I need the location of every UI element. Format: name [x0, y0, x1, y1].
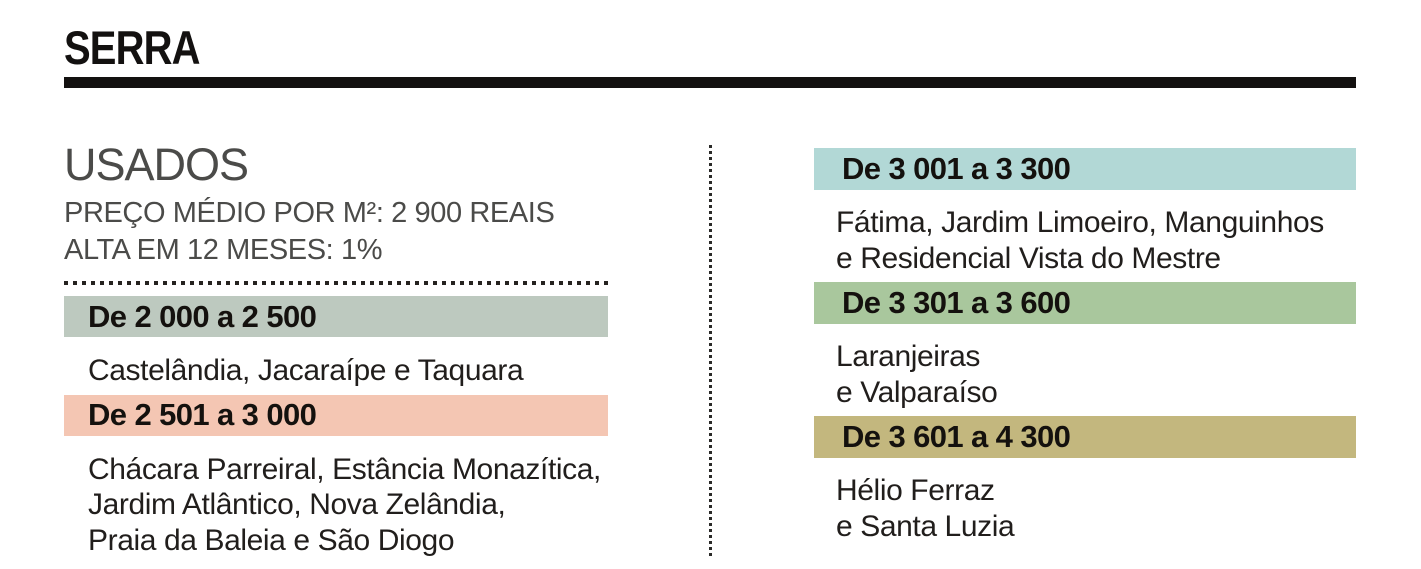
price-band: De 3 601 a 4 300 [814, 416, 1356, 458]
price-band-label: De 2 000 a 2 500 [88, 298, 317, 334]
neighborhood-line: Chácara Parreiral, Estância Monazítica, [88, 452, 601, 486]
average-price-line: PREÇO MÉDIO POR M²: 2 900 REAIS [64, 197, 555, 229]
neighborhood-list: Fátima, Jardim Limoeiro, Manguinhos e Res… [814, 205, 1356, 276]
right-band-list: De 3 001 a 3 300 Fátima, Jardim Limoeiro,… [814, 148, 1356, 544]
price-band: De 3 301 a 3 600 [814, 282, 1356, 324]
right-column: De 3 001 a 3 300 Fátima, Jardim Limoeiro,… [814, 143, 1356, 550]
neighborhood-line: e Residencial Vista do Mestre [836, 241, 1221, 275]
page-title: SERRA [64, 21, 200, 74]
neighborhood-line: Jardim Atlântico, Nova Zelândia, [88, 488, 506, 521]
neighborhood-list: Castelândia, Jacaraípe e Taquara [64, 353, 608, 389]
price-band-label: De 3 601 a 4 300 [842, 419, 1071, 454]
neighborhood-line: Laranjeiras [836, 340, 981, 373]
neighborhood-line: e Valparaíso [836, 375, 998, 409]
column-divider [709, 145, 712, 559]
neighborhood-line: Fátima, Jardim Limoeiro, Manguinhos [836, 206, 1324, 239]
price-band-label: De 3 001 a 3 300 [842, 151, 1071, 186]
price-band: De 2 000 a 2 500 [64, 296, 608, 337]
neighborhood-line: e Santa Luzia [836, 509, 1015, 543]
neighborhood-line: Hélio Ferraz [836, 474, 995, 507]
price-band: De 3 001 a 3 300 [814, 148, 1356, 190]
neighborhood-line: Castelândia, Jacaraípe e Taquara [88, 354, 524, 387]
neighborhood-list: Hélio Ferraz e Santa Luzia [814, 473, 1356, 544]
left-band-list: De 2 000 a 2 500 Castelândia, Jacaraípe e… [64, 296, 608, 558]
section-heading: USADOS [64, 139, 249, 190]
neighborhood-list: Laranjeiras e Valparaíso [814, 339, 1356, 410]
price-band-label: De 2 501 a 3 000 [88, 397, 317, 432]
neighborhood-list: Chácara Parreiral, Estância Monazítica, J… [64, 452, 608, 559]
left-column: USADOS PREÇO MÉDIO POR M²: 2 900 REAIS A… [64, 142, 608, 564]
price-band-label: De 3 301 a 3 600 [842, 285, 1071, 320]
twelve-month-change-line: ALTA EM 12 MESES: 1% [64, 234, 383, 266]
neighborhood-line: Praia da Baleia e São Diogo [88, 523, 455, 557]
price-band: De 2 501 a 3 000 [64, 394, 608, 436]
title-rule [64, 77, 1356, 88]
dotted-rule [64, 281, 608, 285]
